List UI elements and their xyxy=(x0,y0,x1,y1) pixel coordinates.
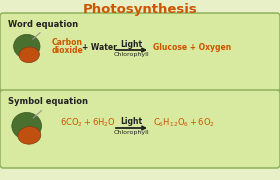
Text: Photosynthesis: Photosynthesis xyxy=(83,3,197,16)
Text: Word equation: Word equation xyxy=(8,20,78,29)
Text: Chlorophyll: Chlorophyll xyxy=(113,130,149,135)
Text: Symbol equation: Symbol equation xyxy=(8,97,88,106)
Ellipse shape xyxy=(12,112,41,140)
Text: dioxide: dioxide xyxy=(52,46,84,55)
Text: $\mathsf{6CO_2 + 6H_2O}$: $\mathsf{6CO_2 + 6H_2O}$ xyxy=(60,117,116,129)
Text: Light: Light xyxy=(120,117,142,126)
Text: Glucose + Oxygen: Glucose + Oxygen xyxy=(153,43,231,52)
Text: Light: Light xyxy=(120,40,142,49)
Text: Chlorophyll: Chlorophyll xyxy=(113,52,149,57)
Text: + Water: + Water xyxy=(82,43,117,52)
FancyBboxPatch shape xyxy=(0,13,280,91)
Text: Carbon: Carbon xyxy=(52,38,83,47)
Ellipse shape xyxy=(14,34,40,58)
Text: $\mathsf{C_6H_{12}O_6 + 6O_2}$: $\mathsf{C_6H_{12}O_6 + 6O_2}$ xyxy=(153,117,215,129)
Ellipse shape xyxy=(19,47,39,63)
FancyBboxPatch shape xyxy=(0,90,280,168)
Ellipse shape xyxy=(18,127,41,144)
